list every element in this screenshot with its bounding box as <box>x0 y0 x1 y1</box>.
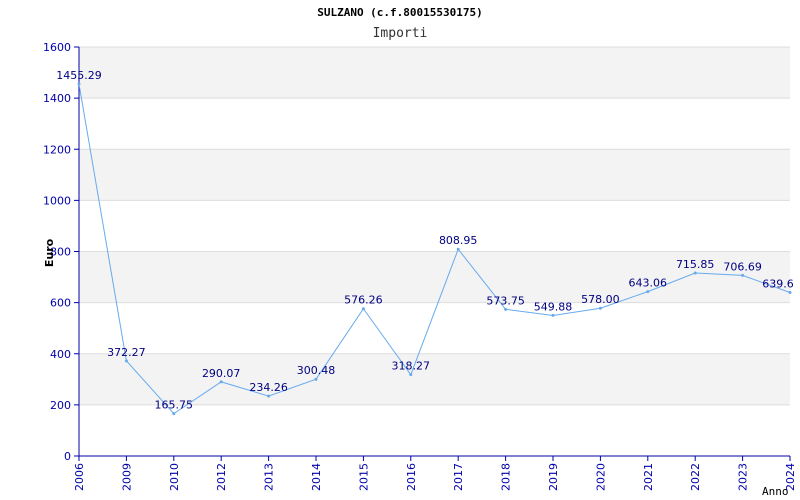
data-point <box>456 247 460 251</box>
background-band <box>79 200 790 252</box>
data-point <box>219 380 223 384</box>
background-band <box>79 404 790 456</box>
data-point <box>267 394 271 398</box>
y-tick-label: 800 <box>50 246 71 259</box>
background-band <box>79 302 790 354</box>
x-tick-label: 2009 <box>120 463 133 491</box>
x-axis-title: Anno <box>762 485 789 498</box>
x-tick-label: 2021 <box>642 463 655 491</box>
background-band <box>79 353 790 405</box>
data-point <box>551 313 555 317</box>
x-tick-label: 2018 <box>500 463 513 491</box>
x-tick-label: 2023 <box>737 463 750 491</box>
data-label: 318.27 <box>392 360 431 373</box>
y-tick-labels: 0 200 400 600 800 1000 1200 1400 1600 <box>43 41 79 463</box>
x-tick-label: 2015 <box>357 463 370 491</box>
data-label: 576.26 <box>344 294 383 307</box>
data-label: 578.00 <box>581 293 620 306</box>
data-label: 706.69 <box>723 260 762 273</box>
chart-title: SULZANO (c.f.80015530175) <box>317 6 483 19</box>
x-tick-label: 2017 <box>452 463 465 491</box>
data-labels: 1455.29 372.27 165.75 290.07 234.26 300.48 576… <box>56 69 794 412</box>
data-point <box>504 307 508 311</box>
y-tick-label: 1200 <box>43 143 71 156</box>
background-band <box>79 98 790 150</box>
data-point <box>77 82 81 86</box>
x-tick-label: 2013 <box>263 463 276 491</box>
data-label: 573.75 <box>486 294 525 307</box>
y-tick-label: 600 <box>50 297 71 310</box>
y-tick-label: 1600 <box>43 41 71 54</box>
x-tick-label: 2022 <box>689 463 702 491</box>
x-tick-label: 2019 <box>547 463 560 491</box>
y-tick-label: 1000 <box>43 194 71 207</box>
chart-subtitle: Importi <box>373 26 428 41</box>
x-tick-label: 2014 <box>310 463 323 491</box>
x-tick-labels: 2006 2009 2010 2012 2013 2014 2015 2016 2017 2018… <box>73 456 797 491</box>
data-label: 234.26 <box>249 381 288 394</box>
data-label: 639.6 <box>762 278 794 291</box>
data-label: 1455.29 <box>56 69 102 82</box>
data-point <box>314 377 318 381</box>
data-point <box>172 412 176 416</box>
data-point <box>693 271 697 275</box>
series-line <box>78 83 791 415</box>
data-label: 643.06 <box>629 277 668 290</box>
background-bands <box>79 47 790 456</box>
data-label: 165.75 <box>155 399 194 412</box>
x-tick-label: 2024 <box>784 463 797 491</box>
x-tick-label: 2010 <box>168 463 181 491</box>
data-label: 372.27 <box>107 346 146 359</box>
background-band <box>79 251 790 303</box>
y-tick-label: 1400 <box>43 92 71 105</box>
y-tick-label: 0 <box>64 450 71 463</box>
data-point <box>361 307 365 311</box>
background-band <box>79 47 790 99</box>
data-point <box>741 273 745 277</box>
data-label: 549.88 <box>534 300 573 313</box>
data-label: 300.48 <box>297 364 336 377</box>
data-point <box>646 290 650 294</box>
y-tick-label: 400 <box>50 348 71 361</box>
data-point <box>409 373 413 377</box>
data-label: 715.85 <box>676 258 715 271</box>
data-points <box>77 82 792 416</box>
x-tick-label: 2016 <box>405 463 418 491</box>
data-point <box>598 306 602 310</box>
y-tick-label: 200 <box>50 399 71 412</box>
data-label: 290.07 <box>202 367 241 380</box>
x-tick-label: 2012 <box>215 463 228 491</box>
x-tick-label: 2006 <box>73 463 86 491</box>
data-point <box>124 359 128 363</box>
data-point <box>788 291 792 295</box>
y-axis-title: Euro <box>43 238 56 267</box>
background-band <box>79 149 790 201</box>
x-tick-label: 2020 <box>594 463 607 491</box>
data-label: 808.95 <box>439 234 478 247</box>
